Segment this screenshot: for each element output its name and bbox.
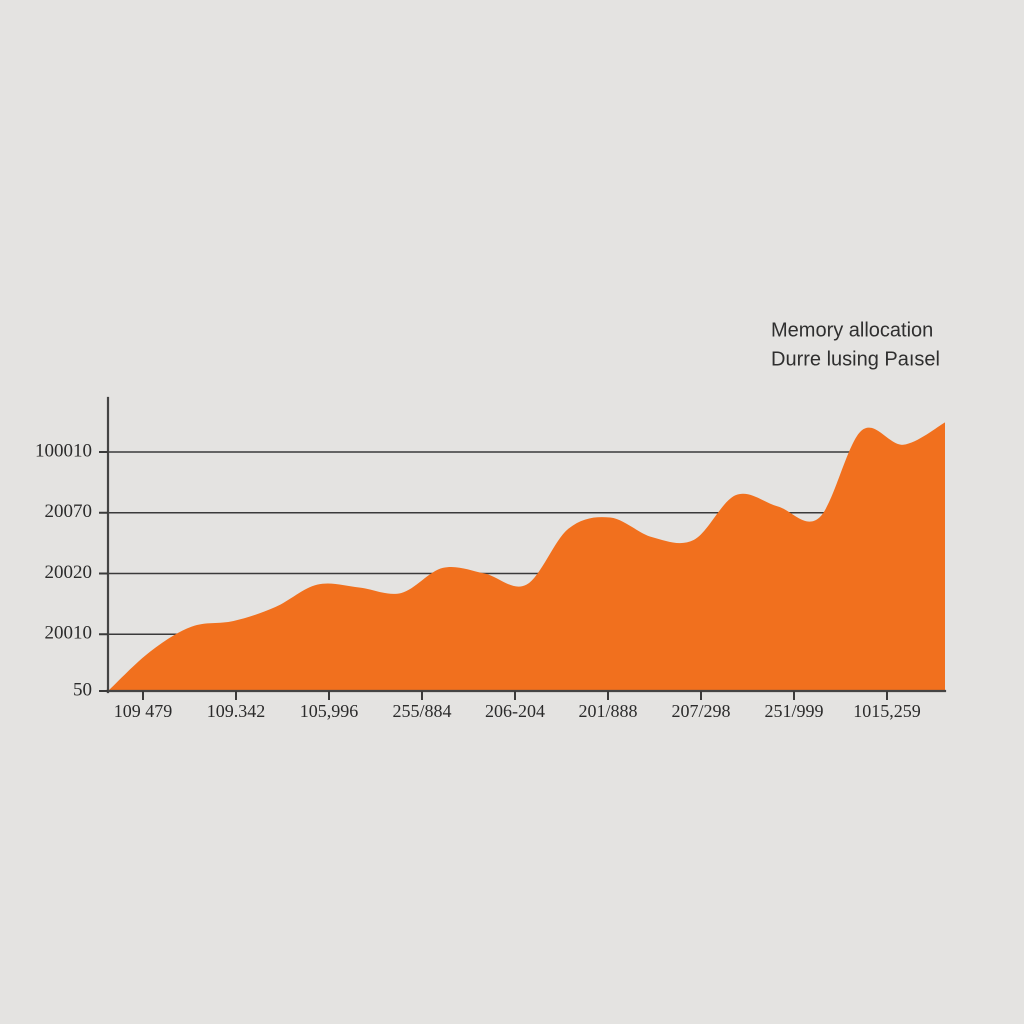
x-tick-label: 201/888 [578, 701, 637, 721]
x-tick-label: 105,996 [300, 701, 359, 721]
x-tick-label: 1015,259 [853, 701, 921, 721]
y-tick-marks [99, 451, 108, 692]
series-area-memory-allocation [108, 422, 945, 691]
chart-title: Memory allocation [771, 320, 933, 342]
y-tick-label: 100010 [35, 440, 92, 461]
y-tick-label: 50 [73, 679, 92, 700]
x-tick-label: 255/884 [392, 701, 451, 721]
chart-subtitle: Durre lusing Paısel [771, 349, 940, 371]
y-tick-label: 20070 [45, 501, 93, 522]
y-tick-label: 20010 [45, 623, 93, 644]
chart-title-block: Memory allocation Durre lusing Paısel [771, 320, 940, 371]
x-tick-label: 206-204 [485, 701, 545, 721]
x-tick-label: 109.342 [207, 701, 266, 721]
x-tick-label: 109 479 [114, 701, 173, 721]
x-tick-marks [142, 691, 888, 700]
axes [105, 396, 947, 694]
y-tick-label: 20020 [45, 562, 93, 583]
x-axis-labels: 109 479 109.342 105,996 255/884 206-204 … [114, 701, 921, 721]
x-tick-label: 207/298 [671, 701, 730, 721]
x-tick-label: 251/999 [764, 701, 823, 721]
y-axis-labels: 100010 20070 20020 20010 50 [35, 440, 92, 700]
